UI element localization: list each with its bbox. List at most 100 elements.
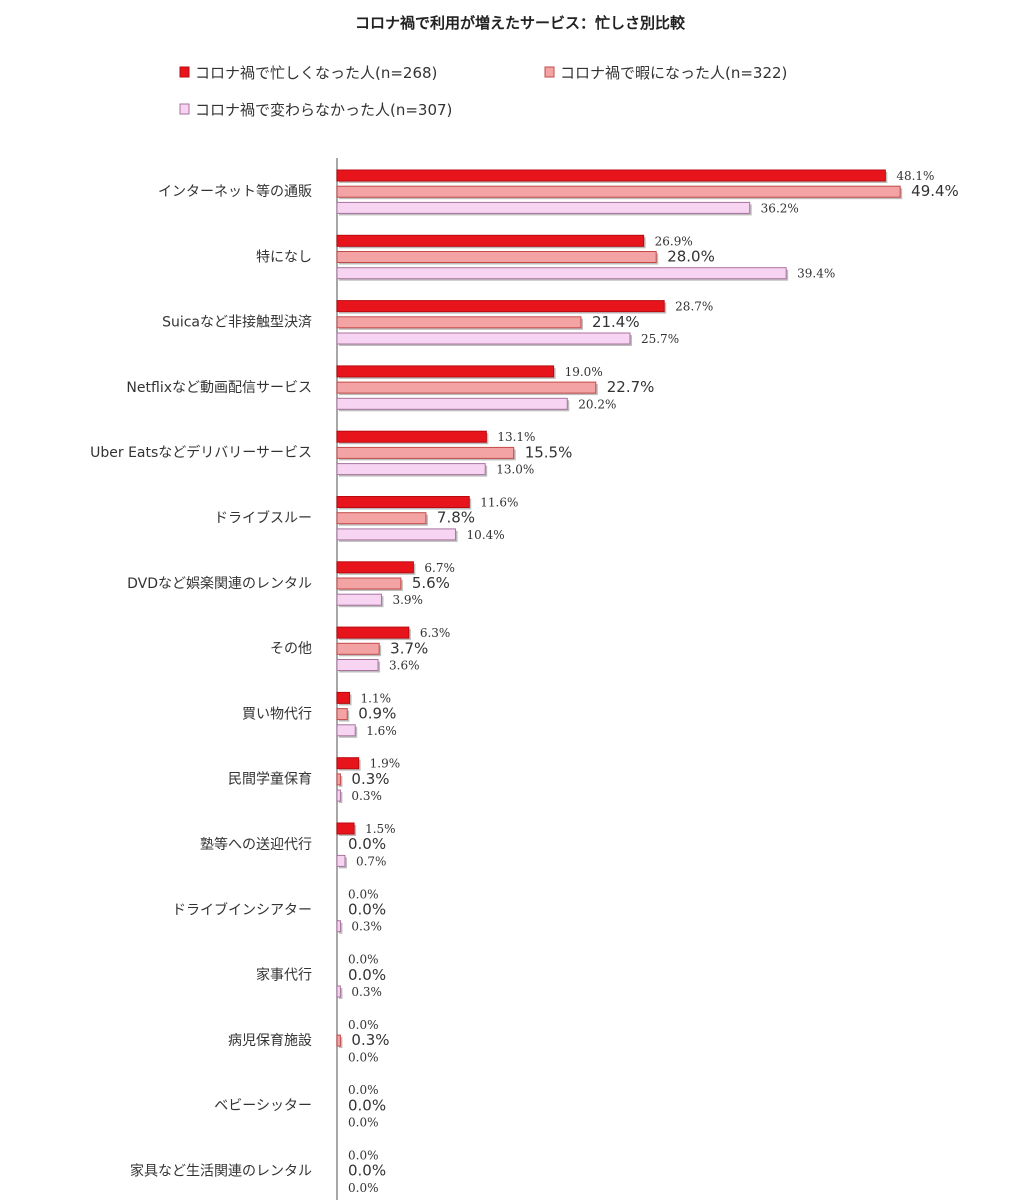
bar: [336, 920, 341, 933]
data-label: 5.6%: [412, 574, 450, 592]
data-label: 0.0%: [348, 1096, 386, 1114]
bar: [336, 332, 631, 345]
bar: [336, 446, 515, 459]
bar: [336, 365, 555, 378]
data-label: 21.4%: [592, 313, 640, 331]
data-label: 13.1%: [497, 430, 535, 444]
bar: [336, 593, 382, 606]
legend-label-free: コロナ禍で暇になった人(n=322): [560, 64, 787, 82]
data-label: 3.9%: [392, 593, 423, 607]
legend: コロナ禍で忙しくなった人(n=268) コロナ禍で暇になった人(n=322) コ…: [179, 64, 787, 119]
bar: [336, 512, 427, 525]
category-label: Suicaなど非接触型決済: [162, 314, 312, 331]
bar: [336, 496, 470, 508]
category-label: DVDなど娯楽関連のレンタル: [127, 576, 312, 592]
bar: [336, 985, 341, 998]
bar: [336, 300, 665, 313]
bar: [336, 724, 356, 737]
chart-title: コロナ禍で利用が増えたサービス：忙しさ別比較: [355, 14, 686, 32]
value-labels: 48.1%49.4% 36.2% 26.9%28.0% 39.4% 28.7% 21.4%…: [348, 169, 959, 1195]
data-label: 10.4%: [467, 528, 505, 542]
data-label: 49.4%: [911, 182, 959, 200]
data-label: 39.4%: [797, 267, 835, 281]
data-label: 26.9%: [655, 234, 693, 248]
data-label: 0.3%: [351, 789, 382, 803]
data-label: 0.0%: [348, 1116, 379, 1130]
category-label: ドライブスルー: [214, 510, 312, 527]
bar: [336, 234, 645, 247]
bar: [336, 397, 568, 410]
data-label: 0.7%: [356, 854, 387, 868]
data-label: 13.0%: [496, 463, 534, 477]
data-label: 6.7%: [424, 561, 455, 575]
category-label: 買い物代行: [242, 706, 312, 722]
bar: [336, 561, 414, 574]
legend-swatch-free: [544, 66, 555, 78]
bar: [336, 822, 355, 835]
category-label: 病児保育施設: [228, 1033, 312, 1049]
category-label: その他: [270, 641, 312, 657]
data-label: 0.9%: [358, 705, 396, 723]
data-label: 0.0%: [348, 1149, 379, 1163]
bar: [336, 201, 751, 214]
bar: [336, 757, 360, 770]
data-label: 0.0%: [348, 1162, 386, 1180]
data-label: 1.6%: [366, 724, 397, 738]
data-label: 22.7%: [607, 378, 655, 396]
data-label: 0.0%: [348, 1083, 379, 1097]
legend-swatch-unchanged: [179, 103, 190, 115]
bar: [336, 528, 457, 541]
data-label: 6.3%: [420, 626, 451, 640]
legend-label-busy: コロナ禍で忙しくなった人(n=268): [195, 64, 437, 82]
data-label: 48.1%: [896, 169, 934, 183]
data-label: 15.5%: [525, 443, 573, 461]
data-label: 28.0%: [667, 248, 715, 266]
bar: [336, 316, 582, 329]
category-label: 塾等への送迎代行: [200, 836, 312, 853]
data-label: 36.2%: [761, 201, 799, 215]
data-label: 0.3%: [351, 1031, 389, 1049]
data-label: 19.0%: [565, 365, 603, 379]
data-label: 25.7%: [641, 332, 679, 346]
bars: [336, 169, 903, 1049]
bar: [336, 642, 380, 655]
data-label: 0.0%: [348, 901, 386, 919]
data-label: 0.0%: [348, 835, 386, 853]
bar: [336, 773, 341, 786]
data-label: 0.3%: [351, 770, 389, 788]
legend-label-unchanged: コロナ禍で変わらなかった人(n=307): [195, 101, 452, 119]
bar: [336, 854, 346, 867]
bar: [336, 708, 348, 721]
category-label: 家具など生活関連のレンタル: [130, 1163, 312, 1180]
data-label: 0.0%: [348, 1181, 379, 1195]
data-label: 28.7%: [675, 300, 713, 314]
bar: [336, 381, 597, 394]
bar: [336, 659, 379, 671]
data-label: 3.6%: [389, 659, 420, 673]
data-label: 0.0%: [348, 1050, 379, 1064]
data-label: 11.6%: [480, 496, 518, 510]
bar: [336, 267, 787, 280]
data-label: 0.0%: [348, 953, 379, 967]
bar: [336, 1034, 341, 1047]
legend-swatch-busy: [179, 66, 190, 78]
bar: [336, 789, 341, 802]
category-label: 家事代行: [256, 967, 312, 984]
bar: [336, 691, 351, 704]
bar: [336, 251, 657, 263]
data-label: 1.9%: [370, 757, 401, 771]
data-label: 3.7%: [390, 639, 428, 657]
category-label: 民間学童保育: [228, 771, 312, 788]
bar: [336, 169, 886, 182]
category-label: インターネット等の通販: [158, 183, 312, 200]
data-label: 0.3%: [351, 920, 382, 934]
bar: [336, 185, 901, 198]
data-label: 1.5%: [365, 822, 396, 836]
category-label: Uber Eatsなどデリバリーサービス: [90, 444, 312, 461]
data-label: 0.0%: [348, 1018, 379, 1032]
data-label: 1.1%: [361, 691, 392, 705]
bar: [336, 430, 487, 443]
data-label: 0.0%: [348, 887, 379, 901]
